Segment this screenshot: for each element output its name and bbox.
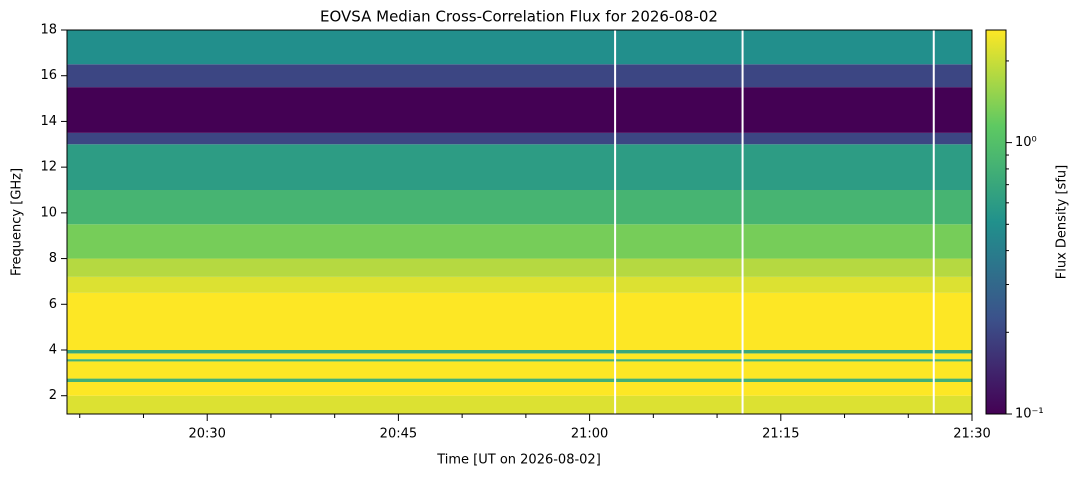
x-axis-label: Time [UT on 2026-08-02] [436, 453, 601, 468]
y-tick-label: 10 [40, 205, 57, 220]
spectrum-band [67, 258, 972, 277]
x-tick-label: 21:15 [762, 427, 799, 442]
y-tick-label: 4 [49, 343, 57, 358]
colorbar-label: Flux Density [sfu] [1055, 165, 1070, 279]
y-tick-label: 6 [49, 297, 57, 312]
x-tick-label: 21:30 [953, 427, 990, 442]
spectrum-band [67, 382, 972, 396]
spectrum-band [67, 30, 972, 65]
y-tick-label: 14 [40, 114, 57, 129]
x-tick-label: 21:00 [571, 427, 608, 442]
y-axis-label: Frequency [GHz] [10, 168, 25, 276]
x-tick-label: 20:30 [188, 427, 225, 442]
spectrum-band [67, 350, 972, 354]
spectrum-band [67, 132, 972, 145]
spectrum-band [67, 378, 972, 382]
plot-frame [66, 29, 973, 415]
y-tick-label: 2 [49, 388, 57, 403]
spectrum-band [67, 276, 972, 293]
colorbar-tick-label: 10⁻¹ [1015, 407, 1044, 422]
spectrum-band [67, 144, 972, 190]
spectrum-band [67, 87, 972, 133]
spectrum-band [67, 64, 972, 88]
spectrum-band [67, 359, 972, 362]
y-tick-label: 16 [40, 68, 57, 83]
spectrum-band [67, 190, 972, 225]
y-tick-label: 18 [40, 23, 57, 38]
y-tick-label: 8 [49, 251, 57, 266]
y-tick-label: 12 [40, 160, 57, 175]
spectrum-band [67, 361, 972, 379]
colorbar [985, 29, 1007, 415]
x-tick-label: 20:45 [380, 427, 417, 442]
chart-title: EOVSA Median Cross-Correlation Flux for … [320, 8, 718, 26]
spectrum-band [67, 224, 972, 259]
spectrum-band [67, 353, 972, 360]
spectrum-band [67, 395, 972, 414]
colorbar-tick-label: 10⁰ [1015, 135, 1037, 150]
spectrum-band [67, 292, 972, 350]
